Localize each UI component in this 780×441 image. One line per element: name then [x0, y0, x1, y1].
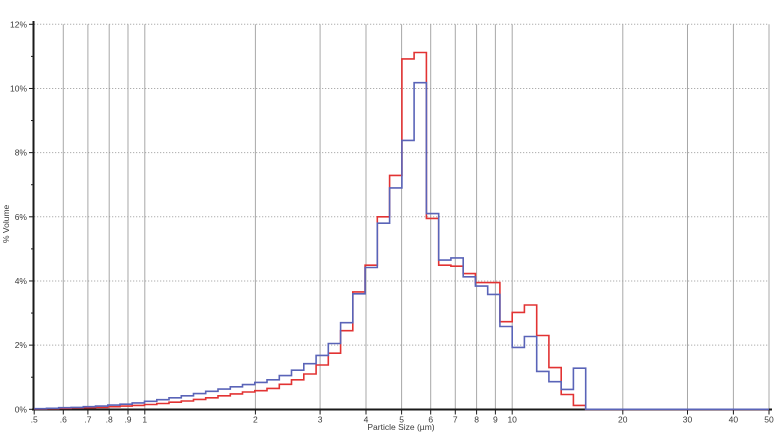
x-tick-label: 20: [618, 415, 628, 425]
x-tick-label: 6: [428, 415, 433, 425]
x-tick-label: 1: [142, 415, 147, 425]
x-tick-label: 8: [474, 415, 479, 425]
x-tick-label: 40: [729, 415, 739, 425]
x-tick-label: 10: [507, 415, 517, 425]
x-tick-label: .6: [60, 415, 67, 425]
x-tick-label: .5: [31, 415, 38, 425]
y-axis-title: % Volume: [1, 204, 11, 243]
x-tick-label: .7: [84, 415, 91, 425]
x-tick-label: 7: [453, 415, 458, 425]
y-tick-label: 4%: [15, 276, 28, 286]
axis-layer: [29, 21, 772, 415]
x-tick-label: .9: [124, 415, 131, 425]
y-tick-label: 12%: [10, 19, 27, 29]
series-layer: [34, 51, 769, 411]
x-tick-label: 2: [253, 415, 258, 425]
y-tick-label: 6%: [15, 212, 28, 222]
x-axis-title: Particle Size (µm): [367, 422, 434, 432]
y-tick-label: 10%: [10, 83, 27, 93]
x-tick-label: 3: [318, 415, 323, 425]
x-tick-label: 4: [364, 415, 369, 425]
x-tick-label: 50: [764, 415, 774, 425]
label-layer: % Volume Particle Size (µm) 0% 2% 4% 6% 8% 10…: [1, 19, 774, 432]
y-tick-label: 2%: [15, 340, 28, 350]
x-tick-label: 9: [493, 415, 498, 425]
y-tick-label: 0%: [15, 404, 28, 414]
blue-sample-trace: [34, 81, 769, 411]
x-tick-label: 30: [683, 415, 693, 425]
red-sample-trace: [34, 51, 769, 411]
y-tick-label: 8%: [15, 148, 28, 158]
x-tick-label: .8: [106, 415, 113, 425]
x-tick-label: 5: [399, 415, 404, 425]
